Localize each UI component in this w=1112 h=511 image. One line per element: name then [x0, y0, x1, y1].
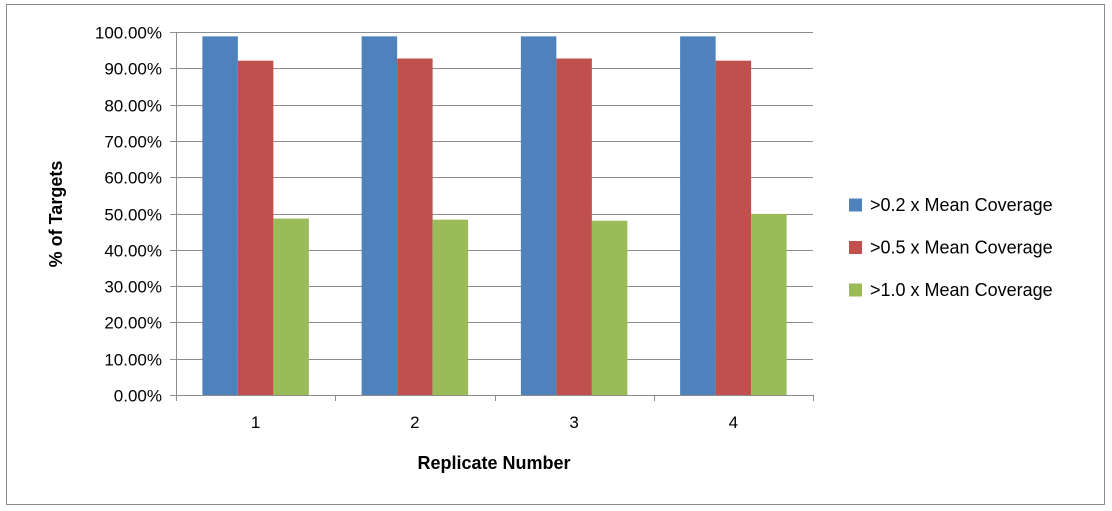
x-tick-label: 4 [729, 413, 738, 432]
bar [202, 36, 238, 396]
bar [591, 220, 628, 395]
bar-chart: 0.00% 10.00% 20.00% 30.00% 40.00% 50.00% 60.00… [46, 24, 1053, 474]
y-tick-label: 30.00% [104, 278, 162, 297]
legend-swatch [849, 198, 862, 212]
x-tick-label: 1 [251, 413, 260, 432]
y-tick-label: 90.00% [104, 60, 162, 79]
y-tick-label: 0.00% [114, 387, 162, 406]
y-tick-label: 10.00% [104, 351, 162, 370]
y-tick-labels: 0.00% 10.00% 20.00% 30.00% 40.00% 50.00% 60.00… [95, 24, 162, 406]
legend-label: >0.5 x Mean Coverage [870, 238, 1053, 258]
legend-label: >1.0 x Mean Coverage [870, 280, 1053, 300]
axes [176, 32, 814, 401]
bar [237, 60, 274, 395]
y-tick-label: 60.00% [104, 169, 162, 188]
bar [715, 60, 752, 395]
y-tick-label: 40.00% [104, 242, 162, 261]
bar [273, 218, 309, 395]
x-axis-title: Replicate Number [417, 453, 570, 473]
x-tick-label: 2 [410, 413, 419, 432]
x-tick-label: 3 [569, 413, 578, 432]
legend-label: >0.2 x Mean Coverage [870, 195, 1053, 215]
chart-frame: 0.00% 10.00% 20.00% 30.00% 40.00% 50.00% 60.00… [6, 4, 1105, 505]
y-axis-title: % of Targets [46, 161, 66, 268]
y-tick-label: 20.00% [104, 314, 162, 333]
bar [361, 36, 398, 396]
y-tick-label: 70.00% [104, 133, 162, 152]
bars [202, 36, 787, 396]
y-tick-label: 80.00% [104, 97, 162, 116]
y-tick-label: 50.00% [104, 206, 162, 225]
bar [556, 58, 592, 396]
legend-swatch [849, 283, 862, 297]
y-tick-label: 100.00% [95, 24, 162, 43]
x-tick-labels: 1 2 3 4 [251, 413, 738, 432]
bar [432, 219, 469, 395]
bar [680, 36, 716, 396]
legend: >0.2 x Mean Coverage >0.5 x Mean Coverage… [849, 195, 1053, 300]
bar [520, 36, 557, 396]
bar [751, 213, 787, 395]
bar [397, 58, 433, 396]
legend-swatch [849, 241, 862, 254]
